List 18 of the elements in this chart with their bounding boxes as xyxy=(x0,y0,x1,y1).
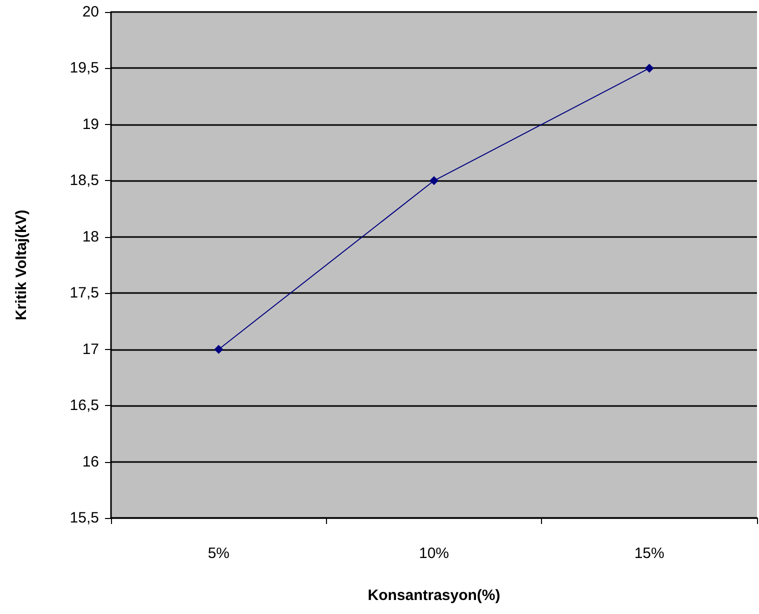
x-axis-title: Konsantrasyon(%) xyxy=(368,587,500,604)
y-tick-label: 16,5 xyxy=(70,397,99,414)
point xyxy=(644,64,654,73)
y-tick-label: 17,5 xyxy=(70,284,99,302)
y-tick-label: 15,5 xyxy=(70,510,99,526)
y-tick-label: 18 xyxy=(82,228,99,246)
y-tick-label: 18,5 xyxy=(70,172,99,190)
y-tick-label: 20 xyxy=(82,4,99,20)
y-tick-label: 16 xyxy=(82,453,99,470)
x-tick-label: 10% xyxy=(418,545,450,562)
y-tick-label: 19 xyxy=(82,116,99,133)
y-tick-label: 19,5 xyxy=(70,60,99,77)
y-tick-label: 17 xyxy=(82,340,99,358)
point xyxy=(214,344,224,354)
x-tick-label: 15% xyxy=(634,545,664,562)
point xyxy=(430,176,438,186)
y-axis-title: Kritik Voltaj(kV) xyxy=(13,210,30,320)
x-tick-label: 5% xyxy=(208,545,230,562)
